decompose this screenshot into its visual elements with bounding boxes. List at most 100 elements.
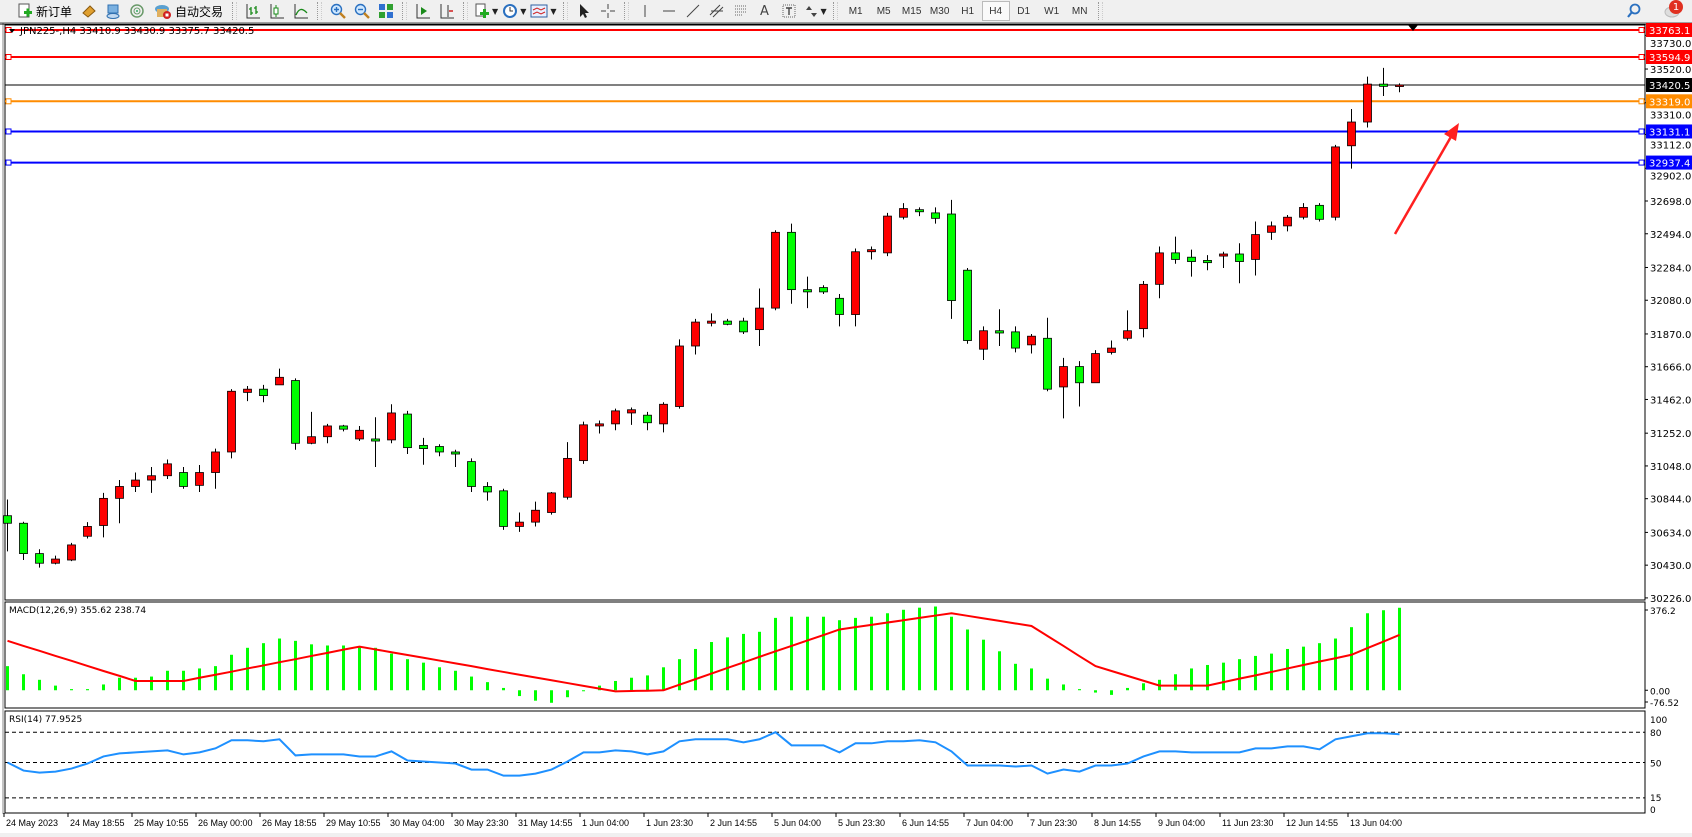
line-handle-left[interactable]: [5, 128, 12, 135]
line-handle-left[interactable]: [5, 98, 12, 105]
candlestick-button[interactable]: [265, 1, 289, 21]
time-axis-label: 5 Jun 23:30: [838, 818, 885, 828]
line-handle-right[interactable]: [1638, 26, 1645, 33]
periods-dropdown[interactable]: ▼: [500, 1, 528, 21]
candle-body-bull: [115, 486, 124, 499]
price-axis-label: 31048.0: [1650, 462, 1691, 473]
line-handle-right[interactable]: [1638, 54, 1645, 61]
fibonacci-button[interactable]: [729, 1, 753, 21]
macd-histogram-bar: [150, 676, 153, 691]
toolbar-separator: [1097, 2, 1103, 20]
macd-histogram-bar: [1302, 646, 1305, 691]
candle: [1107, 340, 1116, 355]
chart-shift-button[interactable]: [435, 1, 459, 21]
trendline-button[interactable]: [681, 1, 705, 21]
macd-histogram-bar: [70, 689, 73, 691]
candle: [1267, 221, 1276, 240]
time-axis-label: 6 Jun 14:55: [902, 818, 949, 828]
chart-shift-marker[interactable]: [1408, 25, 1418, 31]
macd-histogram-bar: [1382, 610, 1385, 691]
timeframe-m15-button[interactable]: M15: [901, 5, 922, 17]
line-handle-right[interactable]: [1638, 128, 1645, 135]
market-watch-button[interactable]: [77, 1, 101, 21]
candle-body-bear: [931, 212, 940, 219]
new-order-button[interactable]: 新订单: [12, 1, 77, 21]
indicators-dropdown[interactable]: ▼: [472, 1, 500, 21]
macd-histogram-bar: [998, 651, 1001, 691]
candle-body-bear: [3, 515, 12, 524]
macd-histogram-bar: [1142, 683, 1145, 691]
line-handle-right[interactable]: [1638, 159, 1645, 166]
line-handle-left[interactable]: [5, 159, 12, 166]
candle: [1235, 243, 1244, 284]
timeframe-d1-button[interactable]: D1: [1017, 5, 1031, 17]
chart-window[interactable]: 33730.0 33520.0 33310.0 33112.0 32902.0 32698…: [0, 23, 1692, 837]
line-chart-button[interactable]: [289, 1, 313, 21]
time-axis-label: 1 Jun 23:30: [646, 818, 693, 828]
text-button[interactable]: A: [753, 1, 777, 21]
vertical-line-button[interactable]: [633, 1, 657, 21]
macd-histogram-bar: [86, 689, 89, 691]
auto-scroll-button[interactable]: [411, 1, 435, 21]
cursor-button[interactable]: [572, 1, 596, 21]
candlestick-icon: [270, 4, 285, 19]
candle: [515, 512, 524, 532]
rsi-axis-label: 50: [1650, 760, 1662, 770]
tile-windows-button[interactable]: [374, 1, 398, 21]
auto-trading-button[interactable]: 自动交易: [149, 1, 228, 21]
search-button[interactable]: [1622, 1, 1646, 21]
macd-histogram-bar: [582, 690, 585, 692]
candle-body-bear: [435, 446, 444, 453]
price-line-label-box: [1646, 155, 1692, 170]
candle: [1203, 255, 1212, 271]
line-handle-left[interactable]: [5, 54, 12, 61]
auto-trading-icon: [155, 5, 172, 19]
text-label-button[interactable]: [777, 1, 801, 21]
candle: [627, 407, 636, 425]
zoom-out-button[interactable]: [350, 1, 374, 21]
candle: [35, 549, 44, 568]
horizontal-line-button[interactable]: [657, 1, 681, 21]
macd-histogram-bar: [838, 620, 841, 691]
timeframe-m30-button[interactable]: M30: [929, 5, 950, 17]
candle: [867, 246, 876, 260]
price-axis-label: 30430.0: [1650, 561, 1691, 572]
macd-histogram-bar: [1350, 627, 1353, 691]
price-line-label: 33763.1: [1649, 26, 1690, 37]
candle-body-bear: [643, 414, 652, 424]
notifications-button[interactable]: 1: [1660, 0, 1684, 21]
candle: [451, 449, 460, 468]
candle: [659, 402, 668, 433]
timeframe-h4-button[interactable]: H4: [981, 1, 1010, 21]
dropdown-arrow-icon: ▼: [550, 6, 557, 16]
timeframe-h1-button[interactable]: H1: [961, 5, 975, 17]
chart-title: JPN225-,H4 33410.9 33430.9 33375.7 33420…: [19, 26, 254, 37]
macd-histogram-bar: [1126, 687, 1129, 691]
timeframe-mn-button[interactable]: MN: [1071, 5, 1088, 17]
line-handle-right[interactable]: [1638, 98, 1645, 105]
macd-histogram-bar: [310, 644, 313, 691]
arrows-dropdown[interactable]: ▼: [801, 1, 829, 21]
timeframe-m1-button[interactable]: M1: [848, 5, 863, 17]
timeframe-m5-button[interactable]: M5: [876, 5, 891, 17]
zoom-in-button[interactable]: [326, 1, 350, 21]
equidistant-channel-button[interactable]: [705, 1, 729, 21]
macd-histogram-bar: [294, 640, 297, 691]
candle-body-bull: [227, 390, 236, 453]
crosshair-button[interactable]: [596, 1, 620, 21]
bar-chart-button[interactable]: [241, 1, 265, 21]
candle-body-bull: [1219, 253, 1228, 257]
arrow-annotation[interactable]: [1393, 134, 1454, 235]
data-window-button[interactable]: [101, 1, 125, 21]
dropdown-arrow-icon: ▼: [820, 6, 827, 16]
text-icon: A: [760, 3, 769, 19]
notification-badge: 1: [1669, 0, 1683, 14]
navigator-button[interactable]: [125, 1, 149, 21]
macd-histogram-bar: [1222, 662, 1225, 691]
macd-histogram-bar: [358, 646, 361, 691]
timeframe-w1-button[interactable]: W1: [1044, 5, 1060, 17]
candle: [67, 542, 76, 562]
templates-dropdown[interactable]: ▼: [528, 1, 558, 21]
time-axis-label: 13 Jun 04:00: [1350, 818, 1402, 828]
macd-axis-label: 0.00: [1650, 687, 1670, 697]
